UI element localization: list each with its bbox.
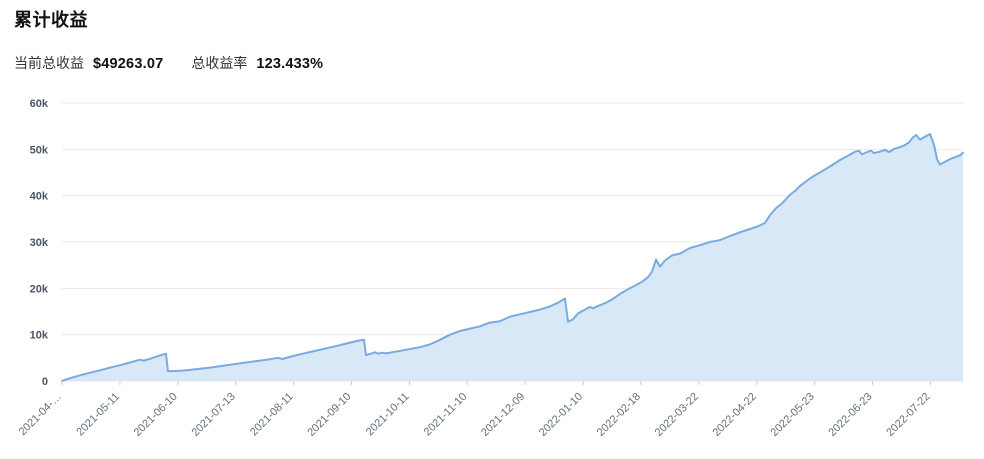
series-line: [61, 133, 964, 382]
x-axis-label: 2021-10-11: [364, 391, 412, 439]
y-axis-label: 30k: [30, 237, 49, 249]
x-axis-label: 2021-12-09: [479, 391, 527, 439]
stat-total-profit: 当前总收益 $49263.07: [14, 53, 163, 73]
y-axis-label: 50k: [30, 144, 49, 156]
y-axis-label: 20k: [30, 283, 49, 295]
stats-row: 当前总收益 $49263.07 总收益率 123.433%: [14, 53, 351, 73]
stat-total-return-rate-value: 123.433%: [256, 56, 324, 72]
x-axis-label: 2022-04-22: [711, 391, 759, 439]
x-axis-label: 2021-11-10: [422, 391, 470, 439]
y-axis-label: 10k: [30, 330, 49, 342]
stat-total-profit-value: $49263.07: [93, 56, 164, 72]
x-axis-label: 2021-06-10: [132, 391, 180, 439]
y-axis-label: 60k: [30, 98, 49, 110]
x-axis-label: 2022-03-22: [653, 391, 701, 439]
cumulative-returns-chart[interactable]: 0 10k 20k 30k 40k 50k 60k 2021-04-… 2021-05-11 20…: [0, 94, 984, 454]
x-axis-label: 2021-08-11: [248, 391, 296, 439]
x-axis-label: 2022-01-10: [537, 391, 585, 439]
x-axis-label: 2022-05-23: [769, 391, 817, 439]
x-axis-label: 2021-04-…: [17, 391, 64, 438]
stat-total-return-rate-label: 总收益率: [191, 55, 248, 71]
x-axis-label: 2022-07-22: [884, 391, 932, 439]
y-axis-label: 0: [42, 376, 48, 388]
x-axis-label: 2022-06-23: [826, 391, 874, 439]
x-axis-label: 2021-05-11: [74, 391, 122, 439]
series-area: [62, 134, 963, 381]
x-axis-label: 2022-02-18: [595, 391, 643, 439]
x-axis-label: 2021-07-13: [190, 391, 238, 439]
y-axis-label: 40k: [30, 191, 49, 203]
x-axis-label: 2021-09-10: [305, 391, 353, 439]
stat-total-return-rate: 总收益率 123.433%: [191, 53, 323, 73]
page-title: 累计收益: [14, 10, 88, 30]
stat-total-profit-label: 当前总收益: [14, 55, 84, 71]
